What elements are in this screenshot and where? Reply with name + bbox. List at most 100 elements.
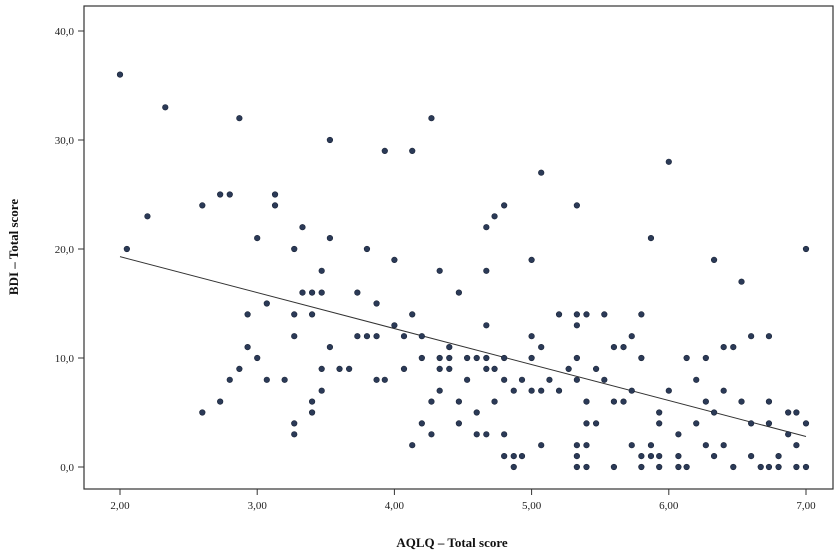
data-point: [528, 333, 535, 340]
data-point: [793, 463, 800, 471]
data-point: [538, 387, 545, 394]
data-point: [455, 289, 462, 296]
data-point: [565, 365, 572, 373]
data-point: [538, 442, 545, 449]
data-point: [271, 191, 279, 198]
data-point: [518, 376, 526, 383]
x-tick-label: 5,00: [522, 500, 542, 512]
data-point: [775, 453, 782, 460]
data-point: [483, 431, 490, 438]
x-axis: 2,00 3,00 4,00 5,00 6,00 7,00: [110, 489, 816, 512]
data-point: [785, 431, 792, 438]
data-point: [765, 398, 773, 405]
data-point: [583, 311, 590, 318]
data-point: [381, 376, 388, 383]
data-point: [510, 387, 517, 394]
data-point: [473, 409, 480, 416]
data-point: [610, 344, 618, 351]
y-tick-label: 40,0: [55, 26, 75, 38]
data-point: [318, 267, 325, 274]
data-point: [418, 333, 425, 340]
data-point: [409, 147, 416, 154]
data-point: [418, 420, 425, 427]
data-point: [656, 409, 663, 416]
data-point: [326, 344, 334, 351]
data-point: [436, 354, 443, 362]
plot-area: [83, 5, 834, 490]
regression-line: [119, 256, 807, 437]
data-point: [491, 365, 498, 373]
data-point: [400, 333, 408, 340]
data-point: [573, 322, 580, 329]
data-point: [308, 409, 316, 416]
data-point: [785, 409, 792, 416]
data-point: [436, 387, 443, 394]
data-point: [538, 169, 545, 176]
data-point: [610, 463, 618, 471]
data-point: [638, 311, 645, 318]
data-point: [693, 376, 700, 383]
data-point: [765, 420, 773, 427]
data-point: [236, 365, 243, 373]
data-point: [363, 245, 371, 253]
data-point: [483, 267, 490, 274]
data-point: [446, 365, 453, 373]
data-point: [638, 463, 645, 471]
data-point: [464, 376, 471, 383]
data-point: [510, 463, 517, 471]
data-point: [528, 256, 535, 264]
data-point: [720, 344, 727, 351]
data-point: [373, 376, 380, 383]
data-point: [409, 311, 416, 318]
data-point: [455, 420, 462, 427]
x-tick-label: 2,00: [110, 500, 130, 512]
data-point: [592, 420, 600, 427]
y-tick-label: 0,0: [60, 462, 74, 474]
data-point: [236, 115, 243, 122]
data-point: [391, 256, 398, 264]
data-point: [263, 376, 270, 383]
data-point: [510, 453, 517, 460]
data-point: [802, 245, 810, 253]
data-point: [291, 245, 298, 253]
data-point: [665, 158, 672, 165]
data-point: [573, 202, 580, 209]
data-point: [528, 354, 535, 362]
data-point: [538, 344, 545, 351]
y-tick-label: 20,0: [55, 244, 75, 256]
data-point: [592, 365, 600, 373]
data-point: [802, 420, 810, 427]
data-point: [638, 354, 645, 362]
data-point: [263, 300, 270, 307]
data-point: [291, 420, 298, 427]
data-point: [665, 387, 672, 394]
data-point: [583, 420, 590, 427]
data-point: [730, 344, 737, 351]
y-axis: 0,0 10,0 20,0 30,0 40,0: [55, 26, 84, 474]
data-point: [299, 289, 306, 296]
data-point: [573, 442, 580, 449]
data-point: [683, 463, 690, 471]
data-point: [610, 398, 618, 405]
data-point: [326, 235, 334, 242]
data-point: [793, 409, 800, 416]
data-point: [446, 354, 453, 362]
data-point: [199, 409, 206, 416]
data-point: [391, 322, 398, 329]
data-point: [373, 300, 380, 307]
data-point: [601, 311, 608, 318]
data-point: [675, 463, 682, 471]
data-point: [583, 463, 590, 471]
data-point: [656, 463, 663, 471]
data-point: [483, 224, 490, 231]
data-point: [702, 354, 709, 362]
data-point: [573, 376, 580, 383]
data-point: [217, 398, 224, 405]
data-point: [647, 235, 655, 242]
data-point: [291, 311, 298, 318]
data-point: [336, 365, 343, 373]
data-point: [483, 365, 490, 373]
data-point: [501, 376, 508, 383]
data-point: [793, 442, 800, 449]
data-point: [501, 453, 508, 460]
